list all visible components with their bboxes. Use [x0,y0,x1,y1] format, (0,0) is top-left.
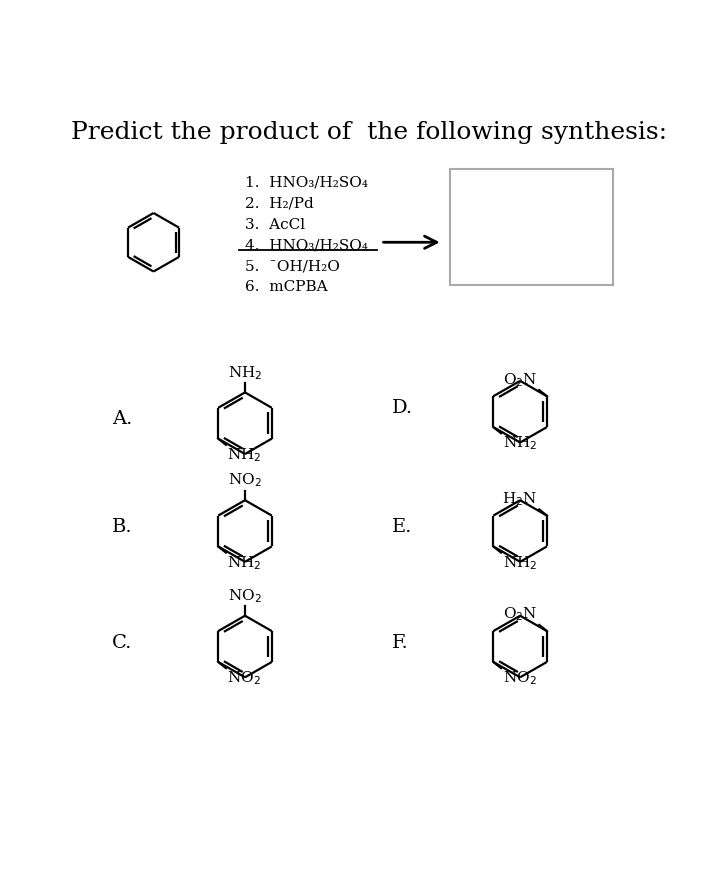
Text: Predict the product of  the following synthesis:: Predict the product of the following syn… [71,121,667,143]
Text: NH$_2$: NH$_2$ [503,554,537,572]
Text: D.: D. [392,399,413,417]
Text: B.: B. [112,518,132,536]
Text: NO$_2$: NO$_2$ [503,669,536,687]
Text: 5.  ¯OH/H₂O: 5. ¯OH/H₂O [245,259,340,273]
Text: 3.  AcCl: 3. AcCl [245,218,305,231]
Text: H$_2$N: H$_2$N [503,490,538,508]
Text: A.: A. [112,410,132,428]
Text: NO$_2$: NO$_2$ [228,471,262,489]
Text: NH$_2$: NH$_2$ [503,435,537,452]
Text: O$_2$N: O$_2$N [503,371,538,389]
Text: F.: F. [392,633,409,651]
Text: E.: E. [392,518,413,536]
Text: C.: C. [112,633,132,651]
Text: NH$_2$: NH$_2$ [228,554,262,572]
Text: 1.  HNO₃/H₂SO₄: 1. HNO₃/H₂SO₄ [245,176,368,190]
Text: O$_2$N: O$_2$N [503,606,538,624]
Text: NH$_2$: NH$_2$ [228,364,262,382]
Text: 6.  mCPBA: 6. mCPBA [245,280,328,294]
Text: NH$_2$: NH$_2$ [228,446,262,464]
Bar [451,169,613,285]
Text: NO$_2$: NO$_2$ [228,587,262,605]
Text: 2.  H₂/Pd: 2. H₂/Pd [245,197,314,211]
Text: NO$_2$: NO$_2$ [228,669,261,687]
Text: 4.  HNO₃/H₂SO₄: 4. HNO₃/H₂SO₄ [245,238,368,253]
